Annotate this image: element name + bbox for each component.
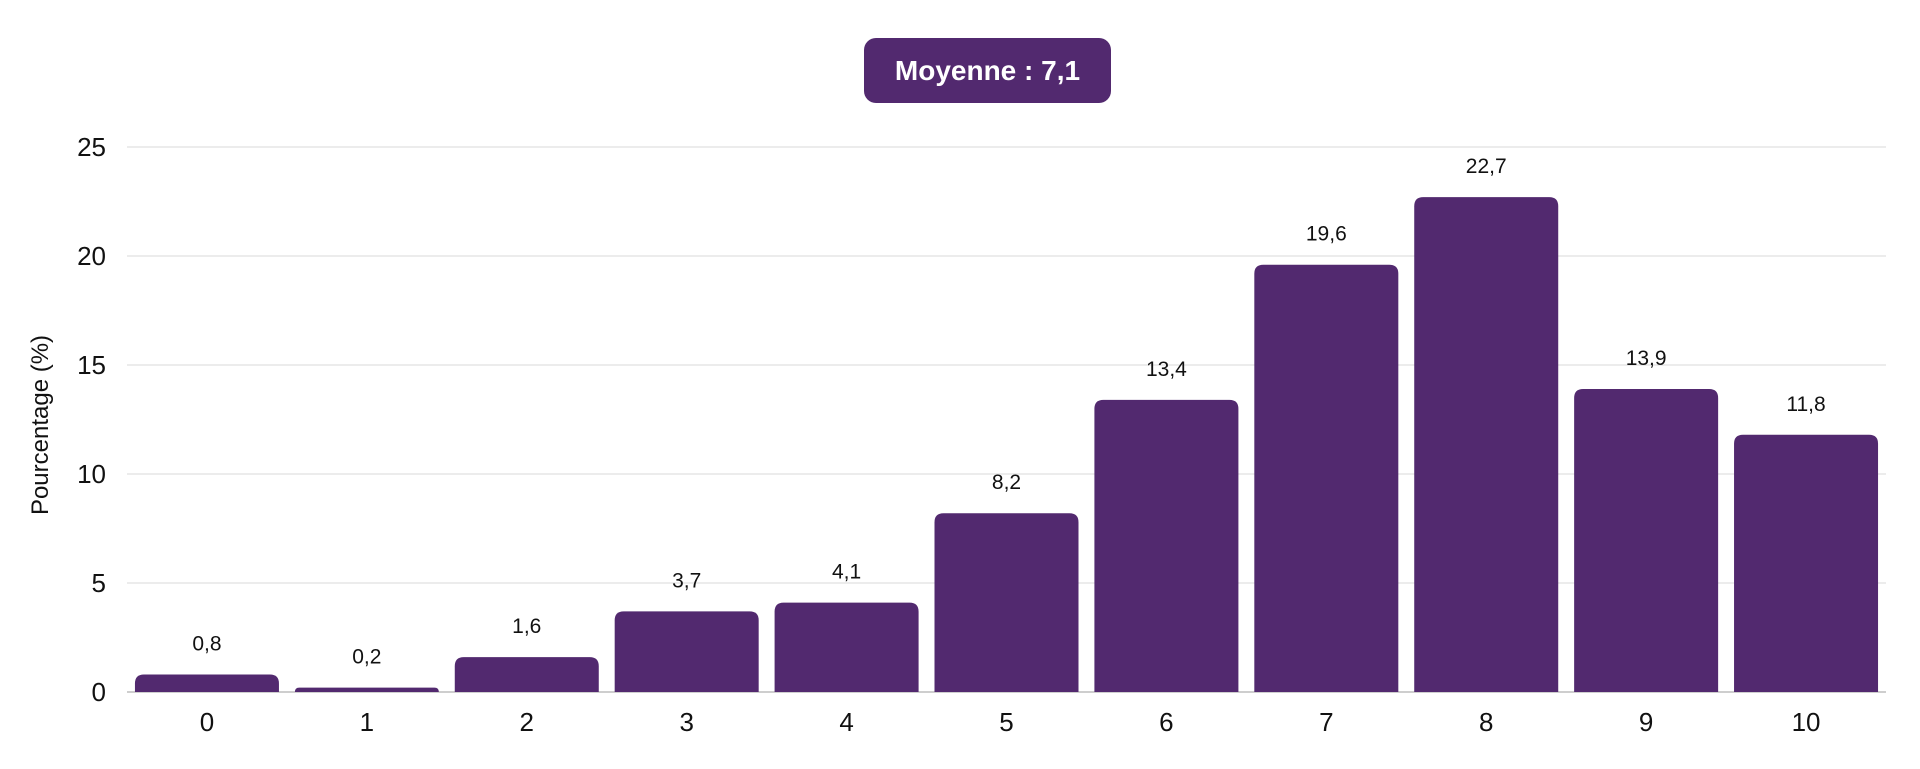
x-tick-label: 2 [520, 707, 534, 737]
y-tick-label: 5 [92, 568, 106, 598]
bar-10 [1734, 434, 1879, 692]
y-tick-label: 20 [77, 241, 106, 271]
bar-3 [614, 611, 759, 692]
y-tick-label: 10 [77, 459, 106, 489]
x-tick-label: 7 [1319, 707, 1333, 737]
bar-9 [1574, 388, 1719, 692]
y-tick-label: 15 [77, 350, 106, 380]
x-tick-label: 9 [1639, 707, 1653, 737]
y-tick-label: 0 [92, 677, 106, 707]
x-tick-label: 4 [839, 707, 853, 737]
bar-8 [1414, 197, 1559, 692]
data-label: 3,7 [672, 569, 701, 592]
bar-1 [294, 687, 439, 692]
data-label: 13,4 [1146, 358, 1187, 381]
bar-4 [774, 602, 919, 692]
bars [134, 197, 1879, 692]
data-label: 22,7 [1466, 155, 1507, 178]
data-label: 11,8 [1786, 393, 1825, 416]
y-axis-ticks: 0 5 10 15 20 25 [77, 132, 106, 707]
x-tick-label: 10 [1792, 707, 1821, 737]
x-tick-label: 0 [200, 707, 214, 737]
x-axis-ticks: 0 1 2 3 4 5 6 7 8 9 10 [200, 707, 1821, 737]
data-label: 4,1 [832, 561, 861, 584]
y-axis-label: Pourcentage (%) [27, 335, 54, 515]
data-label: 1,6 [512, 615, 541, 638]
bar-7 [1254, 264, 1399, 692]
bar-5 [934, 513, 1079, 692]
y-tick-label: 25 [77, 132, 106, 162]
x-tick-label: 5 [999, 707, 1013, 737]
bar-0 [134, 674, 279, 692]
data-labels: 0,8 0,2 1,6 3,7 4,1 8,2 13,4 19,6 22,7 13,9 11,8 [192, 155, 1825, 669]
bar-2 [454, 657, 599, 692]
data-label: 19,6 [1306, 223, 1347, 246]
data-label: 0,8 [192, 633, 221, 656]
bar-6 [1094, 399, 1239, 692]
x-tick-label: 6 [1159, 707, 1173, 737]
data-label: 13,9 [1626, 347, 1667, 370]
x-tick-label: 1 [360, 707, 374, 737]
x-tick-label: 8 [1479, 707, 1493, 737]
data-label: 0,2 [352, 646, 381, 669]
mean-badge: Moyenne : 7,1 [864, 38, 1111, 103]
data-label: 8,2 [992, 471, 1021, 494]
x-tick-label: 3 [679, 707, 693, 737]
